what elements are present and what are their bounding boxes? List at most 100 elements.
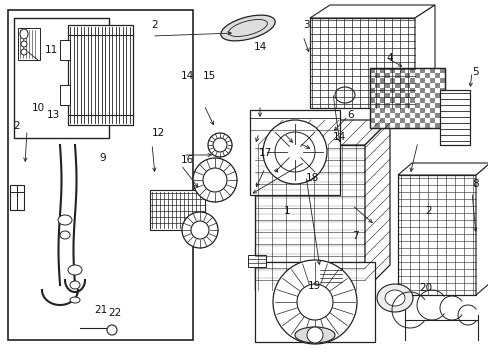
- Bar: [394, 103, 399, 108]
- Bar: [424, 83, 429, 88]
- Bar: [419, 88, 424, 93]
- Bar: [374, 123, 379, 128]
- Ellipse shape: [21, 41, 27, 47]
- Bar: [394, 93, 399, 98]
- Text: 14: 14: [254, 42, 267, 52]
- Ellipse shape: [272, 260, 356, 344]
- Ellipse shape: [58, 215, 72, 225]
- Bar: [60, 85, 70, 105]
- Bar: [409, 98, 414, 103]
- Bar: [434, 93, 439, 98]
- Bar: [379, 98, 384, 103]
- Bar: [439, 78, 444, 83]
- Bar: [409, 78, 414, 83]
- Bar: [389, 78, 394, 83]
- Bar: [369, 78, 374, 83]
- Bar: [374, 93, 379, 98]
- Text: 16: 16: [181, 155, 194, 165]
- Bar: [394, 83, 399, 88]
- Ellipse shape: [107, 325, 117, 335]
- Ellipse shape: [60, 231, 70, 239]
- Bar: [404, 73, 409, 78]
- Bar: [394, 123, 399, 128]
- Bar: [419, 108, 424, 113]
- Bar: [434, 73, 439, 78]
- Bar: [309, 18, 414, 108]
- Bar: [247, 255, 265, 267]
- Bar: [384, 93, 389, 98]
- Bar: [429, 78, 434, 83]
- Bar: [60, 40, 70, 60]
- Bar: [374, 83, 379, 88]
- Ellipse shape: [70, 281, 80, 289]
- Bar: [439, 98, 444, 103]
- Text: 13: 13: [47, 110, 61, 120]
- Ellipse shape: [296, 284, 332, 320]
- Text: 3: 3: [303, 20, 309, 30]
- Bar: [379, 118, 384, 123]
- Bar: [419, 78, 424, 83]
- Bar: [254, 262, 374, 342]
- Bar: [434, 123, 439, 128]
- Text: 8: 8: [471, 179, 478, 189]
- Bar: [319, 268, 341, 284]
- Bar: [389, 108, 394, 113]
- Text: 15: 15: [203, 71, 216, 81]
- Text: 5: 5: [471, 67, 478, 77]
- Bar: [424, 103, 429, 108]
- Bar: [404, 93, 409, 98]
- Text: 11: 11: [44, 45, 58, 55]
- Bar: [399, 98, 404, 103]
- Bar: [394, 73, 399, 78]
- Bar: [18, 28, 40, 60]
- Bar: [379, 78, 384, 83]
- Bar: [419, 118, 424, 123]
- Bar: [384, 83, 389, 88]
- Text: 10: 10: [32, 103, 44, 113]
- Text: 17: 17: [259, 148, 272, 158]
- Bar: [429, 98, 434, 103]
- Text: 14: 14: [181, 71, 194, 81]
- Bar: [369, 68, 444, 128]
- Bar: [419, 68, 424, 73]
- Bar: [374, 103, 379, 108]
- Bar: [399, 118, 404, 123]
- Bar: [439, 68, 444, 73]
- Text: 2: 2: [14, 121, 20, 131]
- Bar: [409, 88, 414, 93]
- Bar: [389, 118, 394, 123]
- Bar: [404, 103, 409, 108]
- Text: 1: 1: [283, 206, 290, 216]
- Bar: [424, 113, 429, 118]
- Bar: [419, 98, 424, 103]
- Bar: [404, 83, 409, 88]
- Bar: [409, 68, 414, 73]
- Bar: [8, 10, 193, 340]
- Bar: [399, 68, 404, 73]
- Ellipse shape: [70, 297, 80, 303]
- Ellipse shape: [20, 29, 28, 39]
- Text: 6: 6: [346, 110, 353, 120]
- Ellipse shape: [334, 87, 354, 103]
- Bar: [399, 108, 404, 113]
- Bar: [374, 73, 379, 78]
- Bar: [68, 25, 133, 125]
- Text: 2: 2: [425, 206, 431, 216]
- Bar: [249, 110, 339, 195]
- Text: 20: 20: [419, 283, 432, 293]
- Bar: [434, 83, 439, 88]
- Bar: [379, 68, 384, 73]
- Ellipse shape: [294, 327, 334, 343]
- Bar: [399, 78, 404, 83]
- Text: 2: 2: [151, 20, 158, 30]
- Text: 21: 21: [94, 305, 107, 315]
- Polygon shape: [397, 163, 488, 175]
- Bar: [384, 123, 389, 128]
- Bar: [414, 83, 419, 88]
- Bar: [389, 98, 394, 103]
- Bar: [439, 88, 444, 93]
- Bar: [404, 123, 409, 128]
- Polygon shape: [254, 120, 389, 145]
- Ellipse shape: [68, 265, 82, 275]
- Bar: [14, 18, 109, 138]
